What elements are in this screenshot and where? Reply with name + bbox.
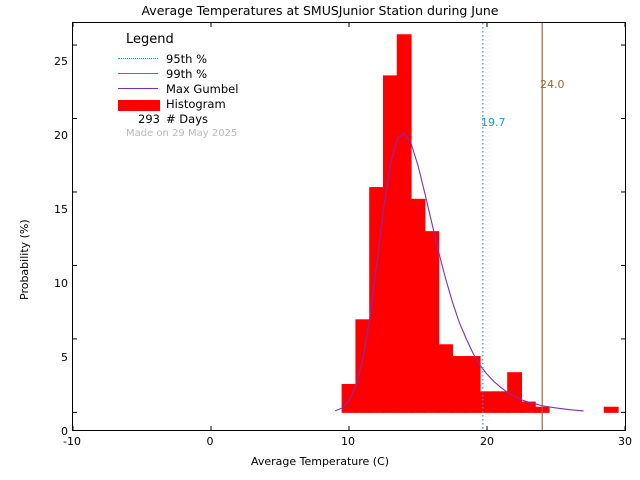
y-axis-label: Probability (%) [18,219,31,300]
legend-item-histogram: Histogram [116,96,326,111]
legend-key-histogram [116,97,160,111]
histogram-bar [410,198,426,413]
legend-item-num-days: 293 # Days [116,111,326,126]
histogram-bar [507,372,523,413]
ytick-label-3: 15 [54,203,68,216]
legend-label-num-days: # Days [166,111,208,126]
xtick-label-4: 30 [618,435,632,448]
legend-key-95th [116,52,160,66]
histogram-bar [383,75,398,413]
vline-label-95th: 19.7 [481,116,506,129]
max-gumbel-curve [334,132,584,412]
ytick-label-1: 5 [61,351,68,364]
histogram-bar [438,344,454,413]
ytick-label-4: 20 [54,129,68,142]
ytick-label-0: 0 [61,425,68,438]
histogram-bar [396,34,412,413]
legend-title: Legend [126,32,174,47]
legend-item-99th: 99th % [116,66,326,81]
histogram-bar [603,406,619,413]
legend-label-95th: 95th % [166,51,208,66]
histogram-bar [341,383,357,413]
histogram-bar [452,356,467,413]
x-axis-label: Average Temperature (C) [250,455,390,468]
xtick-label-0: -10 [63,435,81,448]
histogram-bar [465,356,481,413]
plot-area [72,22,626,431]
xtick-label-1: 0 [206,435,214,448]
legend-label-max-gumbel: Max Gumbel [166,81,239,96]
legend-key-max-gumbel [116,82,160,96]
histogram-bar [493,391,509,413]
legend-label-99th: 99th % [166,66,208,81]
legend: Legend 95th % 99th % Max Gumbel Histogra… [116,32,326,126]
chart-title: Average Temperatures at SMUSJunior Stati… [141,3,499,18]
legend-label-histogram: Histogram [166,96,226,111]
histogram-bar [424,231,440,413]
xtick-label-3: 20 [480,435,494,448]
made-on-annotation: Made on 29 May 2025 [126,128,238,139]
histogram-bar [479,391,495,413]
xtick-label-2: 10 [341,435,355,448]
legend-value-num-days: 293 [138,111,160,126]
legend-key-99th [116,67,160,81]
vline-label-99th: 24.0 [540,78,565,91]
ytick-label-5: 25 [54,55,68,68]
legend-item-max-gumbel: Max Gumbel [116,81,326,96]
ytick-label-2: 10 [54,277,68,290]
plot-svg [73,23,625,430]
legend-item-95th: 95th % [116,51,326,66]
